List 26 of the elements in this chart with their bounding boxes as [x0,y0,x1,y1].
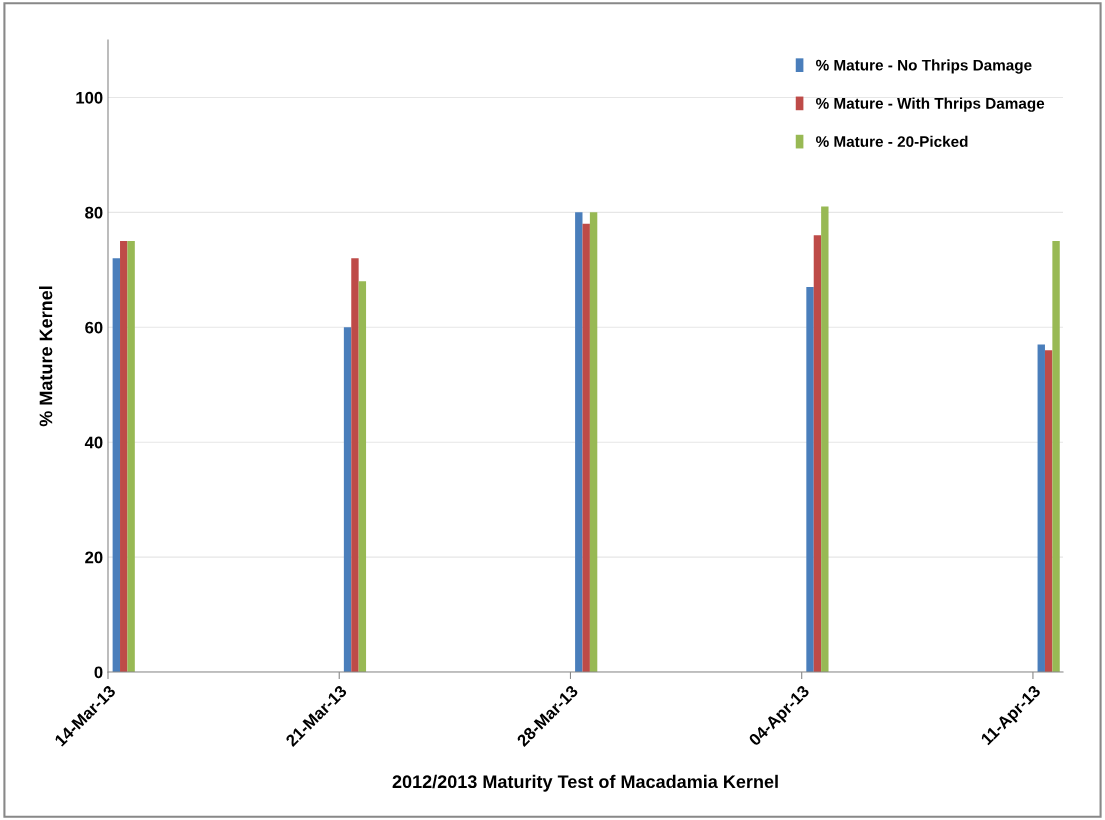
legend-label: % Mature - No Thrips Damage [816,59,1032,74]
y-tick-label: 40 [84,436,103,449]
bar [1052,241,1060,672]
bar [120,241,128,672]
bar [582,223,590,672]
y-tick-label: 100 [76,91,103,104]
y-axis-title: % Mature Kernel [39,286,53,427]
bar [806,287,814,672]
bar [589,212,598,672]
y-tick-label: 20 [85,551,103,564]
legend-label: % Mature - With Thrips Damage [816,97,1045,112]
y-tick-label: 80 [85,206,103,219]
legend-label: % Mature - 20-Picked [816,135,968,147]
bar [127,241,135,672]
y-tick-label: 0 [94,666,103,679]
bar [821,206,829,672]
bar [1037,344,1045,672]
bar [351,258,359,672]
bar [112,258,121,672]
bar [343,327,352,672]
bar [358,281,367,672]
bar [813,235,822,672]
x-axis-title: 2012/2013 Maturity Test of Macadamia Kernel [392,774,778,792]
bar [1044,350,1053,672]
bar [575,212,583,672]
y-tick-label: 60 [85,321,103,334]
